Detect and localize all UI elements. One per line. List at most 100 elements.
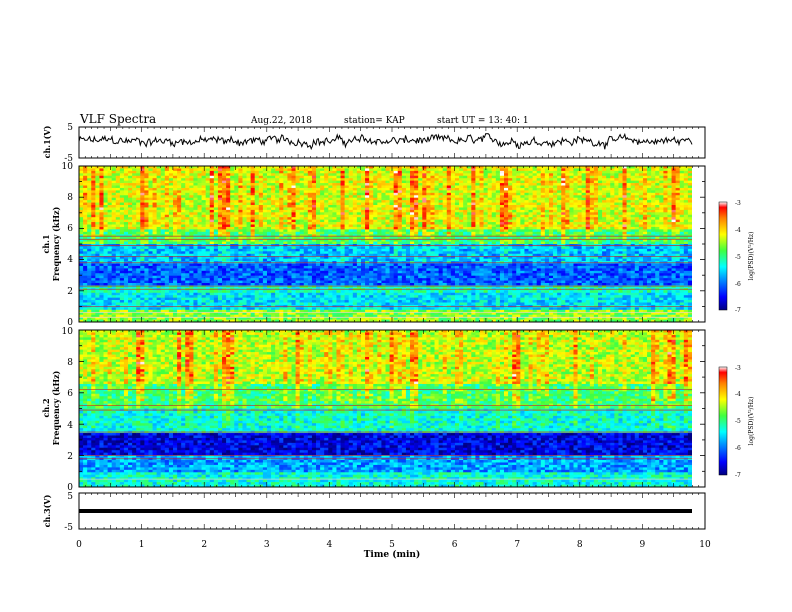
spectrogram-cell <box>87 263 92 267</box>
spectrogram-cell <box>193 170 198 174</box>
spectrogram-cell <box>246 183 251 186</box>
spectrogram-cell <box>189 236 194 240</box>
spectrogram-cell <box>168 241 174 245</box>
spectrogram-cell <box>332 234 337 238</box>
spectrogram-cell <box>177 246 182 250</box>
spectrogram-cell <box>377 290 382 294</box>
spectrogram-cell <box>320 290 325 294</box>
spectrogram-cell <box>299 265 305 269</box>
spectrogram-cell <box>258 195 264 199</box>
spectrogram-cell <box>197 173 202 177</box>
spectrogram-cell <box>311 166 317 169</box>
spectrogram-cell <box>344 212 350 216</box>
spectrogram-cell <box>250 197 256 201</box>
spectrogram-cell <box>222 278 227 281</box>
spectrogram-cell <box>328 212 333 216</box>
spectrogram-cell <box>275 278 280 281</box>
spectrogram-cell <box>271 212 276 216</box>
spectrogram-cell <box>328 246 333 250</box>
spectrogram-cell <box>123 246 129 250</box>
spectrogram-cell <box>307 273 313 277</box>
spectrogram-cell <box>230 241 235 245</box>
spectrogram-cell <box>189 207 194 211</box>
spectrogram-cell <box>160 302 166 306</box>
spectrogram-cell <box>197 236 202 240</box>
spectrogram-cell <box>205 180 211 184</box>
spectrogram-cell <box>258 231 264 235</box>
spectrogram-cell <box>299 185 305 189</box>
spectrogram-cell <box>201 253 207 257</box>
spectrogram-cell <box>234 283 239 286</box>
spectrogram-cell <box>258 226 264 230</box>
spectrogram-cell <box>307 185 313 189</box>
spectrogram-cell <box>213 224 219 228</box>
spectrogram-cell <box>316 251 321 255</box>
spectrogram-cell <box>193 265 198 269</box>
spectrogram-cell <box>307 217 313 220</box>
spectrogram-cell <box>140 312 145 316</box>
spectrogram-cell <box>156 275 162 279</box>
spectrogram-cell <box>107 241 113 245</box>
spectrogram-cell <box>283 224 288 228</box>
spectrogram-cell <box>328 256 333 259</box>
spectrogram-cell <box>115 185 121 189</box>
spectrogram-cell <box>299 295 305 298</box>
spectrogram-cell <box>164 256 170 259</box>
spectrogram-cell <box>377 263 382 267</box>
spectrogram-cell <box>352 219 358 223</box>
spectrogram-cell <box>123 268 129 272</box>
spectrogram-cell <box>87 178 92 181</box>
spectrogram-cell <box>356 209 362 213</box>
spectrogram-cell <box>148 295 153 298</box>
spectrogram-cell <box>340 307 345 311</box>
spectrogram-cell <box>230 246 235 250</box>
spectrogram-cell <box>262 258 268 262</box>
spectrogram-cell <box>271 273 276 277</box>
spectrogram-cell <box>307 295 313 298</box>
spectrogram-cell <box>217 185 223 189</box>
spectrogram-cell <box>311 307 317 311</box>
spectrogram-cell <box>156 251 162 255</box>
spectrogram-cell <box>373 275 378 279</box>
spectrogram-cell <box>328 219 333 223</box>
spectrogram-cell <box>242 224 247 228</box>
spectrogram-cell <box>336 234 341 238</box>
spectrogram-cell <box>275 246 280 250</box>
spectrogram-cell <box>254 314 260 318</box>
spectrogram-cell <box>217 173 223 177</box>
spectrogram-cell <box>262 268 268 272</box>
spectrogram-cell <box>230 231 235 235</box>
spectrogram-cell <box>209 224 215 228</box>
spectrogram-cell <box>250 292 256 296</box>
spectrogram-cell <box>205 273 211 277</box>
spectrogram-cell <box>324 239 329 242</box>
spectrogram-cell <box>340 234 345 238</box>
spectrogram-cell <box>185 229 190 233</box>
spectrogram-cell <box>352 256 358 259</box>
spectrogram-cell <box>266 192 272 196</box>
spectrogram-cell <box>123 195 129 199</box>
spectrogram-cell <box>295 205 301 208</box>
spectrogram-cell <box>348 187 354 191</box>
spectrogram-cell <box>234 205 239 208</box>
spectrogram-cell <box>262 273 268 277</box>
spectrogram-cell <box>352 209 358 213</box>
spectrogram-cell <box>132 197 137 201</box>
spectrogram-cell <box>279 195 284 199</box>
spectrogram-cell <box>185 292 190 296</box>
spectrogram-cell <box>332 236 337 240</box>
spectrogram-cell <box>119 175 125 179</box>
spectrogram-cell <box>266 234 272 238</box>
spectrogram-cell <box>205 241 211 245</box>
spectrogram-cell <box>201 195 207 199</box>
spectrogram-cell <box>115 207 121 211</box>
spectrogram-cell <box>172 317 178 320</box>
spectrogram-cell <box>250 307 256 311</box>
spectrogram-cell <box>87 207 92 211</box>
spectrogram-cell <box>242 292 247 296</box>
spectrogram-cell <box>222 168 227 172</box>
spectrogram-cell <box>324 258 329 262</box>
spectrogram-cell <box>328 173 333 177</box>
spectrogram-cell <box>181 251 186 255</box>
spectrogram-cell <box>197 212 202 216</box>
